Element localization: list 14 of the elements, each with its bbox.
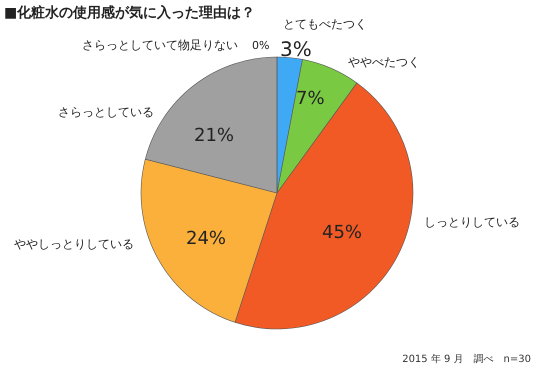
data-label: 24%: [186, 228, 226, 249]
data-label: 21%: [194, 125, 234, 146]
slice-label: さらっとしている: [58, 105, 154, 119]
slice-label: ややべたつく: [348, 55, 420, 69]
data-label: 45%: [322, 222, 362, 243]
slice-label: とてもべたつく: [283, 17, 367, 31]
slice-label: ややしっとりしている: [14, 237, 134, 251]
data-label: 3%: [280, 37, 312, 61]
chart-title: ■化粧水の使用感が気に入った理由は？: [4, 4, 256, 21]
data-label: 7%: [296, 88, 325, 109]
category-label: さらっとしていて物足りない: [82, 38, 238, 52]
text: 2015 年 9 月 調べ n=30: [402, 353, 531, 365]
text: 0%: [252, 39, 270, 52]
slice-label: しっとりしている: [424, 215, 520, 229]
